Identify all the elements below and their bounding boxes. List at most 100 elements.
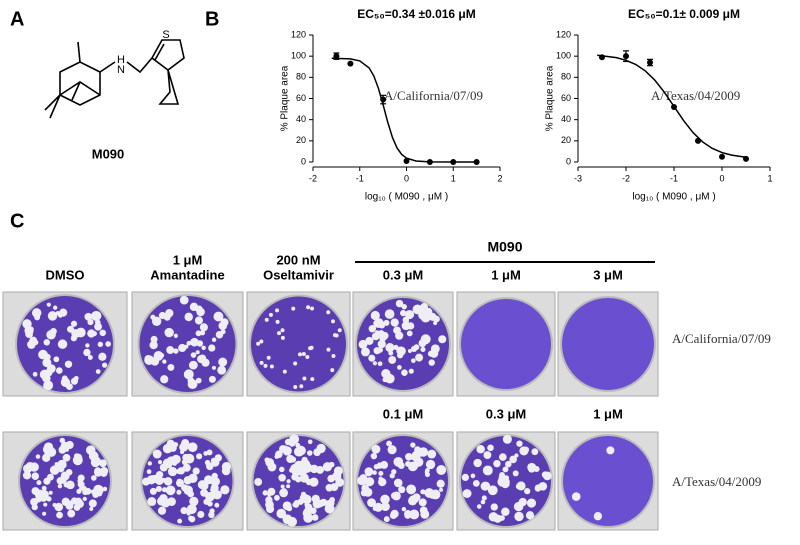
- data-point: [695, 137, 701, 144]
- plaque: [513, 501, 524, 512]
- plaque: [73, 453, 83, 463]
- plaque: [187, 442, 198, 453]
- plaque: [482, 465, 493, 476]
- plate-well: [561, 434, 655, 528]
- plaque: [593, 512, 603, 521]
- plaque: [476, 444, 485, 454]
- plaque: [401, 506, 407, 512]
- plaque: [275, 308, 280, 313]
- plaque: [173, 333, 178, 338]
- plaque: [302, 508, 312, 518]
- plaque: [293, 385, 298, 390]
- plaque: [52, 502, 57, 508]
- plaque: [101, 362, 108, 368]
- plaque: [93, 484, 104, 495]
- plaque: [299, 384, 304, 389]
- plaque: [73, 375, 79, 381]
- plaque: [46, 330, 56, 340]
- plaque: [194, 316, 203, 325]
- plaque: [385, 373, 395, 384]
- plaque: [97, 341, 104, 348]
- plaque: [377, 361, 383, 367]
- plaque: [214, 502, 220, 508]
- plaque: [481, 495, 487, 501]
- plaque: [490, 503, 498, 511]
- plaque: [309, 477, 319, 487]
- plaque: [265, 502, 272, 508]
- plaque: [31, 487, 40, 496]
- plaque: [28, 326, 34, 333]
- plaque: [89, 506, 94, 511]
- plaque: [420, 489, 426, 495]
- plaque: [472, 479, 480, 487]
- plaque: [387, 445, 397, 455]
- plaque: [307, 439, 313, 445]
- plaque: [415, 353, 424, 362]
- plaque: [211, 472, 218, 480]
- plaque: [67, 481, 75, 490]
- plaque: [326, 310, 331, 315]
- plaque: [365, 469, 373, 477]
- plaque: [291, 306, 296, 311]
- data-point: [599, 54, 605, 61]
- plaque: [420, 334, 431, 345]
- plaque: [369, 326, 375, 332]
- plaque: [420, 303, 429, 311]
- y-axis-label: % Plaque area: [280, 65, 291, 131]
- plaque: [159, 352, 165, 358]
- plaque: [286, 484, 291, 489]
- data-point: [623, 53, 629, 60]
- dose-label: 1 μM: [593, 406, 623, 421]
- x-tick-label: 0: [404, 173, 409, 183]
- plaque: [183, 477, 192, 485]
- y-tick-label: 120: [291, 29, 306, 39]
- plaque: [371, 332, 380, 341]
- plaque: [31, 504, 38, 511]
- plaque: [419, 506, 428, 515]
- plaque: [365, 336, 374, 345]
- plaque: [62, 453, 71, 462]
- plaque: [27, 340, 36, 349]
- plaque: [187, 379, 198, 390]
- plaque: [281, 488, 287, 494]
- plaque: [95, 369, 101, 374]
- plaque: [47, 311, 58, 321]
- plaque: [208, 511, 215, 519]
- plaque: [167, 363, 175, 371]
- y-tick-label: 80: [296, 72, 306, 82]
- y-tick-label: 40: [561, 114, 571, 124]
- y-tick-label: 0: [566, 156, 571, 166]
- plaque: [256, 341, 261, 346]
- plaque: [38, 492, 48, 502]
- plaque: [42, 453, 51, 463]
- plaque: [571, 492, 581, 501]
- data-point: [403, 157, 410, 164]
- structure: [44, 39, 185, 119]
- plaque: [46, 302, 51, 307]
- plaque: [184, 312, 193, 322]
- plaque: [386, 440, 392, 447]
- plaque: [310, 306, 315, 311]
- plaque: [512, 470, 519, 477]
- plaque: [149, 340, 158, 350]
- plaque: [181, 438, 190, 448]
- plaque: [195, 330, 202, 337]
- plaque: [176, 478, 183, 484]
- plaque: [280, 335, 285, 340]
- plaque: [534, 485, 542, 492]
- plaque: [53, 356, 60, 363]
- plaque: [378, 476, 383, 481]
- plaque: [42, 444, 52, 454]
- data-point: [450, 159, 457, 165]
- dose-label: 200 nM: [276, 252, 320, 267]
- plaque: [36, 480, 42, 486]
- plaque: [409, 495, 418, 504]
- plaque: [46, 496, 52, 502]
- plaque: [30, 498, 38, 506]
- plaque: [404, 309, 415, 320]
- plaque: [480, 481, 490, 491]
- plaque: [42, 511, 47, 516]
- plaque: [188, 515, 194, 522]
- plaque: [262, 490, 268, 496]
